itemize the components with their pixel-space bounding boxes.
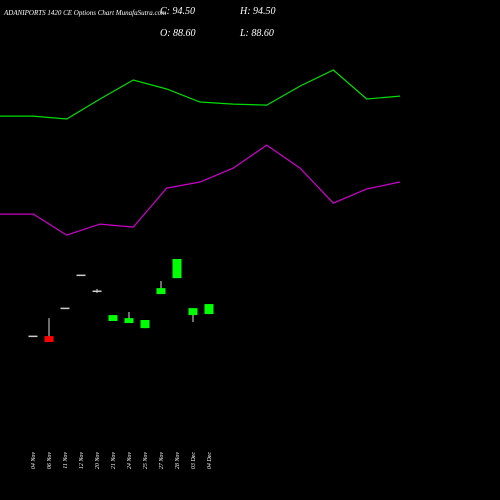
- chart-title: ADANIPORTS 1420 CE Options Chart MunafaS…: [3, 9, 166, 17]
- x-tick-label: 04 Nov: [30, 452, 37, 470]
- x-tick-label: 03 Dec: [191, 452, 197, 469]
- candle-body: [204, 304, 214, 315]
- x-tick-label: 06 Nov: [47, 452, 53, 470]
- x-tick-label: 27 Nov: [159, 452, 165, 470]
- candle-body: [124, 318, 134, 324]
- x-tick-label: 25 Nov: [143, 452, 149, 470]
- x-tick-label: 24 Nov: [126, 452, 133, 470]
- candle-body: [108, 315, 118, 322]
- x-tick-label: 28 Nov: [175, 452, 181, 470]
- candle-body: [92, 290, 102, 293]
- info-open: O: 88.60: [160, 28, 196, 39]
- x-tick-label: 12 Nov: [79, 452, 85, 470]
- candle-body: [44, 336, 54, 343]
- candle-body: [60, 307, 70, 310]
- info-close: C: 94.50: [160, 6, 195, 17]
- candle-body: [156, 288, 166, 295]
- candle-body: [188, 308, 198, 316]
- candle-body: [76, 274, 86, 277]
- info-low: L: 88.60: [239, 28, 274, 39]
- x-tick-label: 20 Nov: [95, 452, 101, 470]
- candle-body: [28, 335, 38, 338]
- indicator-line: [0, 69, 401, 120]
- x-tick-label: 04 Dec: [206, 452, 213, 469]
- indicator-line: [0, 144, 401, 236]
- candle-body: [172, 258, 182, 279]
- x-tick-label: 11 Nov: [63, 452, 69, 469]
- candle-body: [140, 320, 150, 329]
- info-high: H: 94.50: [239, 6, 276, 17]
- x-tick-label: 21 Nov: [111, 452, 117, 470]
